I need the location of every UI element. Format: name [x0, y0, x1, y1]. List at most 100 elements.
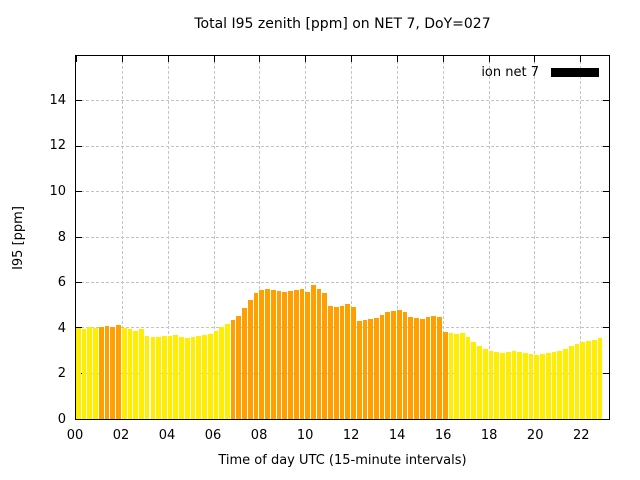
tick-mark — [442, 56, 444, 62]
bar — [247, 299, 253, 419]
bar — [265, 288, 270, 419]
bar — [76, 328, 81, 419]
bar — [310, 285, 316, 419]
tick-mark — [534, 56, 536, 62]
gridline-vertical — [305, 56, 307, 419]
tick-mark — [76, 145, 82, 147]
bar — [144, 336, 150, 419]
x-tick-label: 14 — [388, 428, 406, 443]
gridline-vertical — [259, 56, 261, 419]
legend-swatch — [551, 68, 599, 77]
bar — [362, 320, 368, 419]
y-tick-label: 2 — [57, 366, 66, 382]
bar — [523, 353, 528, 419]
tick-mark — [603, 191, 609, 193]
y-tick-label: 12 — [49, 138, 66, 154]
bar — [293, 289, 299, 419]
tick-mark — [76, 100, 82, 102]
bar — [196, 336, 202, 419]
tick-mark — [76, 56, 77, 62]
bar — [242, 307, 247, 419]
bar — [116, 324, 121, 419]
tick-mark — [580, 56, 582, 62]
bar — [391, 311, 396, 419]
bar — [156, 337, 161, 419]
bar — [81, 329, 87, 419]
y-tick-label: 6 — [57, 275, 66, 291]
gridline-vertical — [534, 56, 536, 419]
bar — [87, 327, 93, 419]
bar — [93, 328, 98, 419]
bar — [276, 290, 282, 419]
bar — [121, 328, 127, 419]
bar — [127, 329, 133, 419]
bar — [282, 291, 288, 419]
y-tick-label: 4 — [57, 320, 66, 336]
bar — [511, 350, 517, 419]
bar — [425, 316, 431, 419]
bar — [534, 355, 540, 419]
x-tick-label: 16 — [434, 428, 452, 443]
tick-mark — [603, 236, 609, 238]
tick-mark — [213, 56, 215, 62]
bar — [173, 335, 179, 419]
bar — [419, 319, 425, 419]
bar — [557, 350, 563, 419]
gridline-horizontal — [76, 281, 609, 283]
bar — [351, 306, 356, 419]
gridline-vertical — [442, 56, 444, 419]
bar — [477, 346, 482, 419]
bar — [207, 333, 213, 419]
x-tick-label: 00 — [66, 428, 84, 443]
bar — [316, 288, 322, 419]
bar — [408, 316, 414, 419]
bar — [110, 327, 116, 419]
gridline-horizontal — [76, 191, 609, 193]
tick-mark — [76, 327, 82, 329]
bar — [459, 332, 465, 419]
tick-mark — [76, 191, 82, 193]
bar — [179, 337, 184, 419]
bar — [236, 315, 242, 419]
bar — [133, 330, 139, 419]
x-tick-label: 18 — [480, 428, 498, 443]
bar — [517, 352, 523, 419]
bar — [213, 330, 219, 419]
gridline-vertical — [488, 56, 490, 419]
bar — [597, 338, 603, 419]
gridline-vertical — [396, 56, 398, 419]
x-tick-label: 12 — [342, 428, 360, 443]
bar — [161, 336, 167, 419]
bar — [500, 353, 505, 419]
bar — [379, 314, 385, 419]
gridline-horizontal — [76, 145, 609, 147]
x-tick-label: 22 — [572, 428, 590, 443]
x-tick-label: 20 — [526, 428, 544, 443]
bar — [574, 344, 580, 419]
tick-mark — [305, 56, 307, 62]
plot-area: ion net 7 — [75, 55, 610, 420]
bar — [545, 353, 551, 419]
bar — [333, 306, 339, 419]
bar — [431, 315, 437, 419]
bar — [299, 288, 305, 419]
bar — [253, 293, 259, 419]
tick-mark — [603, 100, 609, 102]
bar — [225, 323, 230, 419]
bar — [322, 293, 328, 419]
bar — [139, 329, 144, 419]
bar — [184, 338, 190, 419]
bar — [568, 346, 574, 419]
bar — [471, 341, 477, 419]
bar — [586, 340, 591, 419]
bar — [448, 332, 454, 419]
gridline-vertical — [167, 56, 169, 419]
bar — [345, 304, 351, 419]
bar — [580, 341, 586, 419]
tick-mark — [121, 56, 123, 62]
bar — [540, 354, 545, 419]
bar — [230, 320, 236, 419]
x-tick-label: 08 — [250, 428, 268, 443]
gridline-vertical — [351, 56, 353, 419]
tick-mark — [259, 56, 261, 62]
